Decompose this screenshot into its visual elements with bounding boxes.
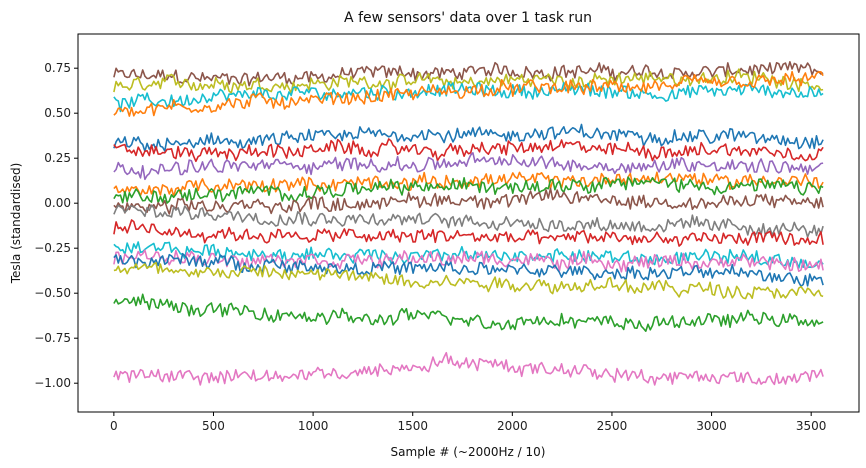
y-tick-label: 0.25 [44,151,71,165]
sensor-series-line-15 [113,252,824,288]
x-tick-label: 0 [110,419,118,433]
y-tick-label: −0.75 [34,331,71,345]
sensor-series-line-3 [113,81,824,113]
sensor-series-line-9 [113,176,824,204]
sensor-series-line-5 [113,123,824,153]
plot-area [113,60,824,386]
sensor-series-line-8 [113,171,824,197]
y-tick-label: 0.50 [44,106,71,120]
x-tick-label: 2500 [597,419,628,433]
plot-frame [77,33,860,413]
x-axis-label: Sample # (~2000Hz / 10) [391,445,546,459]
sensor-series-line-10 [113,187,824,215]
y-tick-label: −1.00 [34,376,71,390]
x-tick-label: 3500 [796,419,827,433]
y-axis-ticks: 0.75 0.50 0.25 0.00 −0.25 −0.50 −0.75 −1.00 [34,61,78,390]
sensor-series-line-16 [113,261,824,300]
sensor-series-line-11 [113,204,824,238]
y-tick-label: 0.00 [44,196,71,210]
sensor-series-line-17 [113,293,824,333]
sensor-series-line-12 [113,219,824,247]
y-tick-label: 0.75 [44,61,71,75]
x-tick-label: 500 [202,419,225,433]
sensor-series-line-4 [113,70,824,117]
sensor-series-line-18 [113,351,824,386]
chart-title: A few sensors' data over 1 task run [344,10,592,26]
x-tick-label: 2000 [497,419,528,433]
sensor-series-line-7 [113,152,824,181]
x-tick-label: 1000 [298,419,329,433]
sensor-series-line-1 [113,60,824,87]
y-tick-label: −0.50 [34,286,71,300]
x-axis-ticks: 0 500 1000 1500 2000 2500 3000 3500 [110,412,826,433]
x-tick-label: 3000 [696,419,727,433]
sensor-series-line-13 [113,241,824,269]
sensor-series-line-6 [113,138,824,163]
x-tick-label: 1500 [397,419,428,433]
y-axis-label: Tesla (standardised) [9,163,23,285]
y-tick-label: −0.25 [34,241,71,255]
